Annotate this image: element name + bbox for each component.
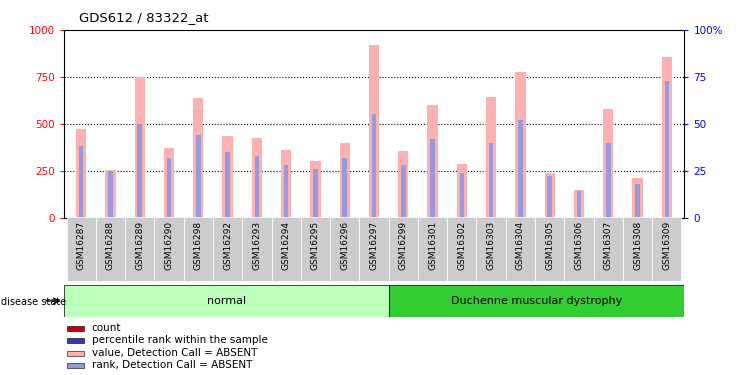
Bar	[633, 178, 643, 218]
Bar	[67, 363, 84, 368]
Bar	[372, 114, 376, 218]
Bar	[164, 148, 174, 217]
Bar	[401, 165, 405, 218]
Bar	[242, 217, 272, 281]
Bar	[193, 98, 203, 218]
Text: count: count	[91, 323, 121, 333]
Bar	[138, 124, 142, 218]
Bar	[398, 151, 408, 217]
Bar	[564, 217, 594, 281]
Text: value, Detection Call = ABSENT: value, Detection Call = ABSENT	[91, 348, 257, 358]
Bar	[430, 139, 435, 218]
Text: GDS612 / 83322_at: GDS612 / 83322_at	[79, 11, 208, 24]
Bar	[272, 217, 301, 281]
Bar	[389, 285, 684, 317]
Bar	[457, 164, 467, 218]
Bar	[603, 109, 613, 217]
Bar	[79, 146, 84, 218]
Text: GSM16305: GSM16305	[545, 220, 554, 270]
Text: GSM16302: GSM16302	[457, 220, 466, 270]
Bar	[545, 173, 555, 217]
Bar	[67, 326, 84, 331]
Text: GSM16295: GSM16295	[311, 220, 320, 270]
Bar	[252, 138, 262, 218]
Text: Duchenne muscular dystrophy: Duchenne muscular dystrophy	[451, 296, 622, 306]
Text: GSM16307: GSM16307	[604, 220, 613, 270]
Bar	[222, 136, 233, 218]
Bar	[476, 217, 506, 281]
Text: GSM16299: GSM16299	[399, 220, 408, 270]
Bar	[301, 217, 330, 281]
Text: GSM16301: GSM16301	[428, 220, 437, 270]
Bar	[225, 152, 230, 217]
Bar	[359, 217, 389, 281]
Text: GSM16308: GSM16308	[633, 220, 642, 270]
Bar	[662, 57, 672, 217]
Bar	[548, 176, 552, 218]
Bar	[623, 217, 652, 281]
Text: percentile rank within the sample: percentile rank within the sample	[91, 335, 267, 345]
Bar	[67, 351, 84, 355]
Bar	[459, 172, 465, 217]
Text: GSM16304: GSM16304	[516, 220, 525, 270]
Bar	[254, 156, 259, 218]
Text: disease state: disease state	[1, 297, 66, 307]
Text: GSM16297: GSM16297	[370, 220, 378, 270]
Bar	[535, 217, 564, 281]
Bar	[281, 150, 291, 217]
Text: GSM16294: GSM16294	[282, 220, 291, 270]
Bar	[76, 129, 86, 218]
Text: GSM16306: GSM16306	[574, 220, 583, 270]
Bar	[606, 142, 610, 218]
Text: GSM16292: GSM16292	[223, 220, 232, 270]
Bar	[108, 171, 113, 217]
Bar	[340, 142, 350, 218]
Bar	[196, 135, 200, 218]
Bar	[574, 190, 584, 217]
Bar	[389, 217, 418, 281]
Bar	[283, 165, 289, 218]
Bar	[64, 285, 389, 317]
Text: GSM16293: GSM16293	[252, 220, 261, 270]
Bar	[310, 161, 321, 218]
Bar	[343, 158, 347, 218]
Bar	[67, 338, 84, 343]
Bar	[427, 105, 438, 218]
Bar	[96, 217, 125, 281]
Bar	[664, 81, 669, 218]
Bar	[518, 120, 523, 218]
Bar	[515, 72, 526, 217]
Text: GSM16303: GSM16303	[487, 220, 496, 270]
Bar	[330, 217, 359, 281]
Bar	[135, 77, 145, 218]
Bar	[213, 217, 242, 281]
Text: rank, Detection Call = ABSENT: rank, Detection Call = ABSENT	[91, 360, 252, 370]
Bar	[67, 217, 96, 281]
Bar	[447, 217, 476, 281]
Bar	[418, 217, 447, 281]
Bar	[486, 97, 496, 218]
Text: normal: normal	[206, 296, 246, 306]
Bar	[167, 158, 171, 218]
Bar	[489, 142, 494, 218]
Bar	[369, 45, 379, 218]
Text: GSM16290: GSM16290	[165, 220, 174, 270]
Bar	[125, 217, 154, 281]
Text: GSM16298: GSM16298	[194, 220, 203, 270]
Text: GSM16289: GSM16289	[135, 220, 144, 270]
Bar	[184, 217, 213, 281]
Bar	[594, 217, 623, 281]
Bar	[577, 191, 581, 217]
Bar	[105, 170, 115, 217]
Bar	[313, 169, 318, 217]
Text: GSM16309: GSM16309	[662, 220, 672, 270]
Bar	[154, 217, 184, 281]
Bar	[652, 217, 681, 281]
Text: GSM16287: GSM16287	[76, 220, 86, 270]
Text: GSM16296: GSM16296	[340, 220, 349, 270]
Bar	[506, 217, 535, 281]
Text: GSM16288: GSM16288	[106, 220, 115, 270]
Bar	[635, 184, 640, 218]
